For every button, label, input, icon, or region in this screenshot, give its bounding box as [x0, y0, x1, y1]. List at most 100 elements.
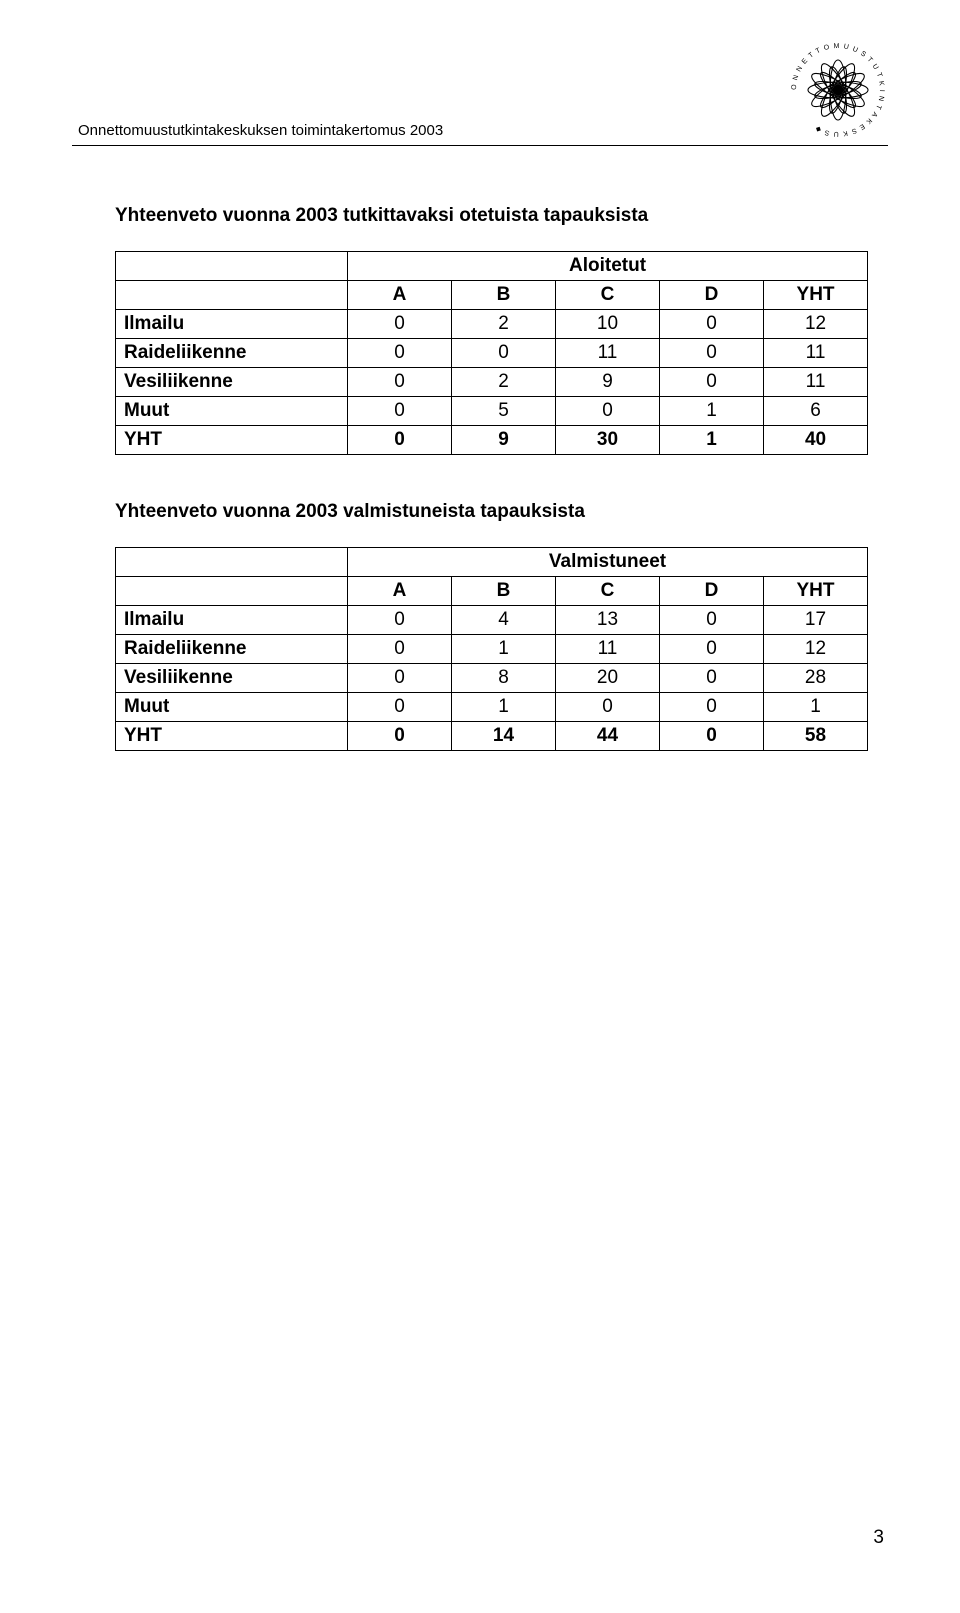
- table-row: Vesiliikenne 0 2 9 0 11: [116, 368, 868, 397]
- cell: 1: [660, 397, 764, 426]
- cell: 0: [348, 339, 452, 368]
- col-header: D: [660, 577, 764, 606]
- empty-cell: [116, 548, 348, 577]
- cell: 12: [764, 310, 868, 339]
- table-row: Muut 0 5 0 1 6: [116, 397, 868, 426]
- table-row: Valmistuneet: [116, 548, 868, 577]
- cell: 58: [764, 722, 868, 751]
- cell: 0: [660, 635, 764, 664]
- table-row: Vesiliikenne 0 8 20 0 28: [116, 664, 868, 693]
- cell: 2: [452, 368, 556, 397]
- cell: 44: [556, 722, 660, 751]
- row-label: Ilmailu: [116, 310, 348, 339]
- col-header: A: [348, 577, 452, 606]
- cell: 0: [660, 693, 764, 722]
- table-valmistuneet: Valmistuneet A B C D YHT Ilmailu 0 4 13 …: [115, 547, 868, 751]
- cell: 0: [348, 722, 452, 751]
- cell: 0: [348, 310, 452, 339]
- cell: 0: [660, 606, 764, 635]
- cell: 30: [556, 426, 660, 455]
- row-label: Ilmailu: [116, 606, 348, 635]
- cell: 0: [348, 368, 452, 397]
- cell: 20: [556, 664, 660, 693]
- organization-logo: O N N E T T O M U U S T U T K I N T A K …: [788, 40, 888, 140]
- cell: 11: [764, 339, 868, 368]
- col-header: B: [452, 281, 556, 310]
- cell: 1: [452, 635, 556, 664]
- row-label: Muut: [116, 693, 348, 722]
- section2-title: Yhteenveto vuonna 2003 valmistuneista ta…: [115, 501, 888, 523]
- cell: 6: [764, 397, 868, 426]
- header-divider: [72, 145, 888, 146]
- row-label: YHT: [116, 426, 348, 455]
- cell: 5: [452, 397, 556, 426]
- table-row: Aloitetut: [116, 252, 868, 281]
- page-header: Onnettomuustutkintakeskuksen toimintaker…: [0, 0, 960, 145]
- col-header: A: [348, 281, 452, 310]
- cell: 4: [452, 606, 556, 635]
- spacer: [115, 455, 888, 501]
- cell: 0: [348, 664, 452, 693]
- cell: 28: [764, 664, 868, 693]
- cell: 17: [764, 606, 868, 635]
- cell: 0: [556, 693, 660, 722]
- col-header: YHT: [764, 577, 868, 606]
- col-header: D: [660, 281, 764, 310]
- cell: 0: [348, 635, 452, 664]
- cell: 0: [348, 426, 452, 455]
- cell: 1: [660, 426, 764, 455]
- cell: 0: [660, 664, 764, 693]
- col-header: B: [452, 577, 556, 606]
- row-label: Raideliikenne: [116, 635, 348, 664]
- cell: 0: [348, 397, 452, 426]
- cell: 14: [452, 722, 556, 751]
- cell: 9: [452, 426, 556, 455]
- empty-cell: [116, 281, 348, 310]
- cell: 8: [452, 664, 556, 693]
- table-row: Ilmailu 0 4 13 0 17: [116, 606, 868, 635]
- cell: 0: [660, 368, 764, 397]
- table-row: Raideliikenne 0 0 11 0 11: [116, 339, 868, 368]
- table-aloitetut: Aloitetut A B C D YHT Ilmailu 0 2 10 0 1…: [115, 251, 868, 455]
- cell: 9: [556, 368, 660, 397]
- table-row: Raideliikenne 0 1 11 0 12: [116, 635, 868, 664]
- table-row: A B C D YHT: [116, 281, 868, 310]
- row-label: YHT: [116, 722, 348, 751]
- cell: 1: [764, 693, 868, 722]
- col-header: C: [556, 281, 660, 310]
- empty-cell: [116, 577, 348, 606]
- cell: 0: [660, 310, 764, 339]
- cell: 0: [452, 339, 556, 368]
- cell: 11: [556, 339, 660, 368]
- cell: 0: [660, 722, 764, 751]
- cell: 10: [556, 310, 660, 339]
- cell: 11: [556, 635, 660, 664]
- table-row: Muut 0 1 0 0 1: [116, 693, 868, 722]
- cell: 0: [660, 339, 764, 368]
- cell: 13: [556, 606, 660, 635]
- super-header-cell: Valmistuneet: [348, 548, 868, 577]
- cell: 11: [764, 368, 868, 397]
- row-label: Vesiliikenne: [116, 368, 348, 397]
- row-label: Vesiliikenne: [116, 664, 348, 693]
- empty-cell: [116, 252, 348, 281]
- section1-title: Yhteenveto vuonna 2003 tutkittavaksi ote…: [115, 205, 888, 227]
- cell: 0: [556, 397, 660, 426]
- cell: 0: [348, 606, 452, 635]
- cell: 12: [764, 635, 868, 664]
- col-header: C: [556, 577, 660, 606]
- table-row-sum: YHT 0 9 30 1 40: [116, 426, 868, 455]
- cell: 0: [348, 693, 452, 722]
- table-row: A B C D YHT: [116, 577, 868, 606]
- content-area: Yhteenveto vuonna 2003 tutkittavaksi ote…: [115, 205, 888, 751]
- super-header-cell: Aloitetut: [348, 252, 868, 281]
- table-row: Ilmailu 0 2 10 0 12: [116, 310, 868, 339]
- header-text: Onnettomuustutkintakeskuksen toimintaker…: [78, 122, 443, 139]
- table-row-sum: YHT 0 14 44 0 58: [116, 722, 868, 751]
- col-header: YHT: [764, 281, 868, 310]
- page-number: 3: [873, 1527, 884, 1549]
- cell: 40: [764, 426, 868, 455]
- row-label: Muut: [116, 397, 348, 426]
- page: Onnettomuustutkintakeskuksen toimintaker…: [0, 0, 960, 1613]
- cell: 1: [452, 693, 556, 722]
